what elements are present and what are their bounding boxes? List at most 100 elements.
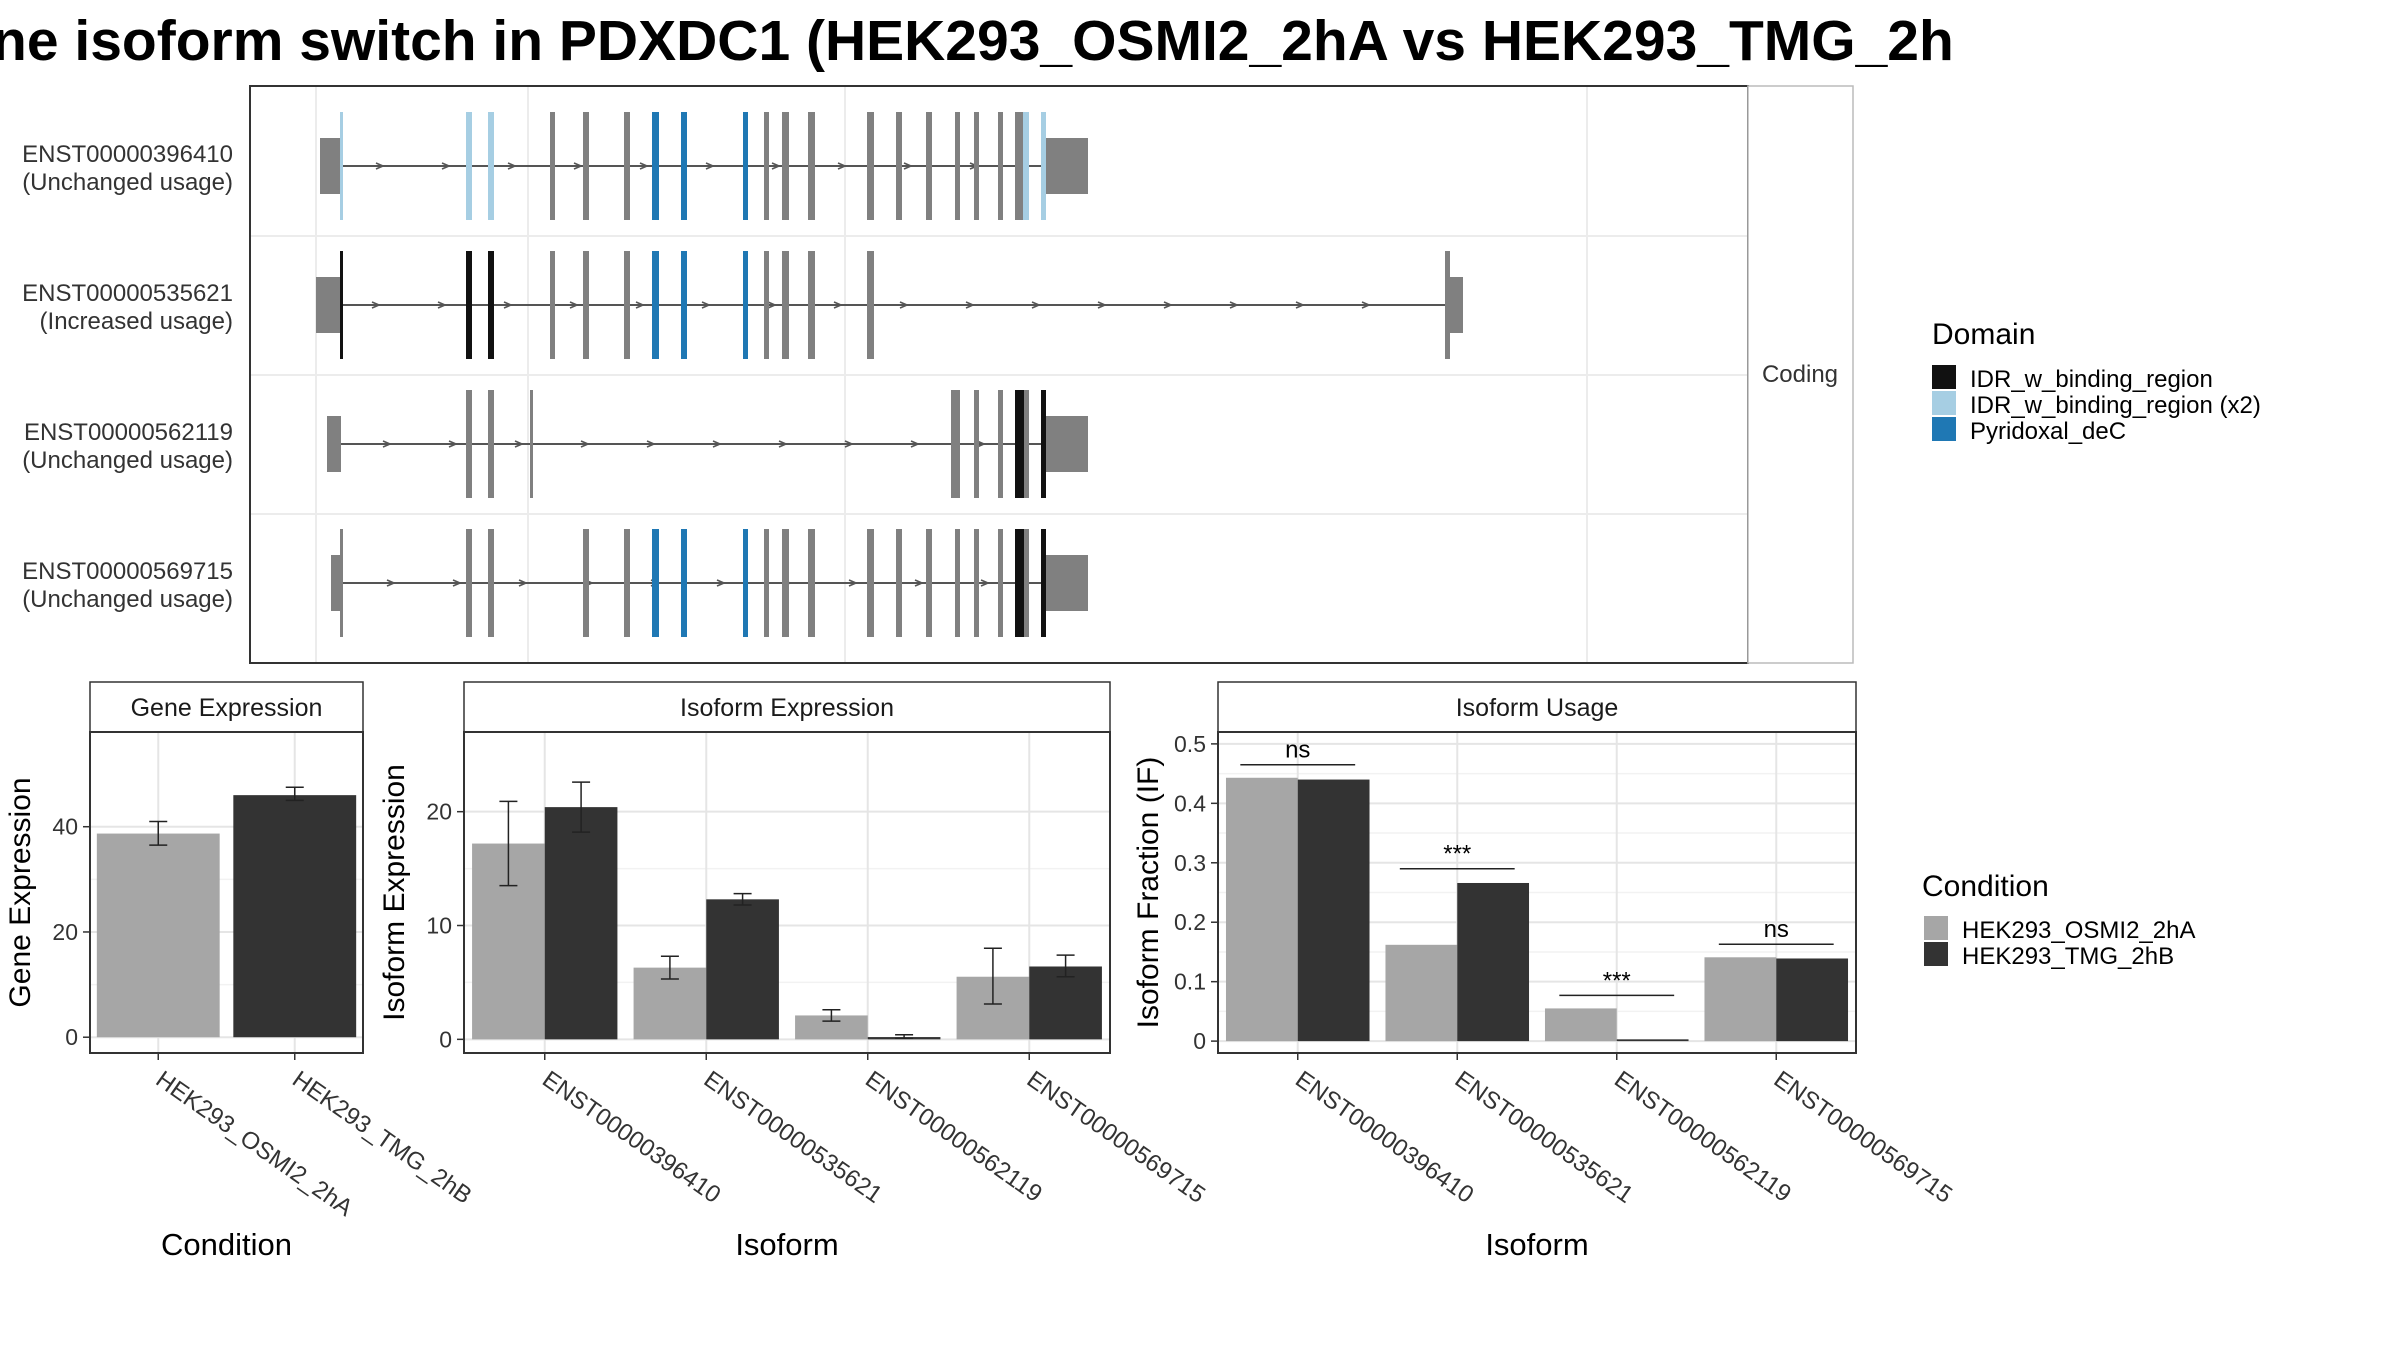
domain-block (652, 529, 659, 637)
panel-strip (89, 681, 364, 733)
bar (1029, 966, 1102, 1040)
significance-label: *** (1443, 841, 1471, 868)
coding-exon (955, 112, 960, 220)
strand-arrow (452, 579, 463, 587)
coding-exon (998, 390, 1003, 498)
strand-arrow (767, 301, 778, 309)
strand-arrow (844, 440, 855, 448)
bar (1616, 1039, 1689, 1042)
domain-block (466, 112, 472, 220)
y-tick-label: 20 (52, 919, 78, 945)
coding-exon (867, 112, 874, 220)
panel-title: Isoform Expression (680, 694, 894, 722)
domain-block (340, 112, 343, 220)
coding-exon (808, 529, 815, 637)
significance-label: *** (1603, 967, 1631, 994)
strand-arrow (914, 579, 925, 587)
y-axis-title: Gene Expression (4, 777, 37, 1007)
coding-exon (530, 390, 533, 498)
y-tick-label: 20 (426, 799, 452, 825)
domain-block (681, 251, 687, 359)
strand-arrow (980, 579, 991, 587)
domain-legend-title: Domain (1932, 318, 2035, 351)
coding-exon (782, 529, 789, 637)
legend-swatch-tmg (1924, 942, 1948, 966)
isoform-expression-panel: Isoform Expression01020ENST00000396410EN… (378, 681, 1210, 1262)
condition-legend: Condition HEK293_OSMI2_2hA HEK293_TMG_2h… (1922, 870, 2195, 970)
legend-label-idr-x2: IDR_w_binding_region (x2) (1970, 392, 2261, 419)
coding-exon (974, 529, 979, 637)
coding-exon (974, 112, 979, 220)
strand-arrow (635, 301, 646, 309)
strand-arrow (1361, 301, 1372, 309)
x-axis-title: Isoform (735, 1227, 838, 1262)
coding-exon (550, 251, 555, 359)
isoform-usage-label: (Unchanged usage) (22, 169, 233, 196)
y-axis-title: Isoform Fraction (IF) (1132, 757, 1165, 1029)
y-tick-label: 0.2 (1174, 909, 1206, 935)
y-tick-label: 40 (52, 814, 78, 840)
domain-block (488, 251, 494, 359)
significance-label: ns (1764, 916, 1789, 943)
coding-exon (764, 112, 769, 220)
domain-block (1015, 390, 1024, 498)
coding-exon (896, 112, 902, 220)
utr-block (331, 555, 340, 611)
utr-block (1046, 555, 1088, 611)
coding-exon (764, 529, 769, 637)
y-tick-label: 0.3 (1174, 850, 1206, 876)
structure-tracks: ENST00000396410(Unchanged usage)ENST0000… (22, 112, 1463, 637)
isoform-id-label: ENST00000396410 (22, 141, 233, 168)
condition-legend-title: Condition (1922, 870, 2049, 903)
legend-label-tmg: HEK293_TMG_2hB (1962, 943, 2174, 970)
bar (1704, 957, 1777, 1042)
domain-block (488, 112, 494, 220)
coding-exon (998, 112, 1003, 220)
strand-arrow (646, 440, 657, 448)
panel-strip (463, 681, 1111, 733)
utr-block (1046, 416, 1088, 472)
domain-block (652, 251, 659, 359)
domain-block (1015, 529, 1024, 637)
structure-facet-strip (1747, 85, 1854, 664)
coding-exon (624, 112, 630, 220)
bar (544, 807, 618, 1040)
strand-arrow (1031, 301, 1042, 309)
strand-arrow (639, 162, 650, 170)
strand-arrow (1295, 301, 1306, 309)
bar (795, 1015, 868, 1040)
isoform-usage-label: (Unchanged usage) (22, 447, 233, 474)
significance-label: ns (1285, 737, 1310, 764)
gene-expression-panel: Gene Expression02040HEK293_OSMI2_2hAHEK2… (4, 681, 477, 1262)
bar (1297, 779, 1370, 1042)
x-tick-label: ENST00000569715 (1769, 1066, 1957, 1209)
coding-exon (1023, 529, 1029, 637)
coding-exon (782, 112, 789, 220)
coding-exon (624, 251, 630, 359)
strand-arrow (371, 301, 382, 309)
strand-arrow (833, 301, 844, 309)
panel-title: Gene Expression (131, 694, 323, 722)
bar (1457, 882, 1530, 1042)
strand-arrow (899, 301, 910, 309)
strand-arrow (778, 440, 789, 448)
coding-exon (583, 112, 589, 220)
coding-exon (998, 529, 1003, 637)
coding-exon (867, 251, 874, 359)
strand-arrow (569, 301, 580, 309)
domain-legend: Domain IDR_w_binding_region IDR_w_bindin… (1932, 318, 2261, 445)
coding-exon (466, 390, 472, 498)
panel-strip (1217, 681, 1857, 733)
strand-arrow (716, 579, 727, 587)
coding-exon (782, 251, 789, 359)
legend-swatch-idr-x2 (1932, 391, 1956, 415)
domain-block (743, 251, 748, 359)
domain-block (652, 112, 659, 220)
coding-exon (488, 390, 494, 498)
strand-arrow (1163, 301, 1174, 309)
coding-exon (1015, 112, 1024, 220)
utr-block (316, 277, 340, 333)
strand-arrow (705, 162, 716, 170)
x-axis-title: Condition (161, 1227, 292, 1262)
